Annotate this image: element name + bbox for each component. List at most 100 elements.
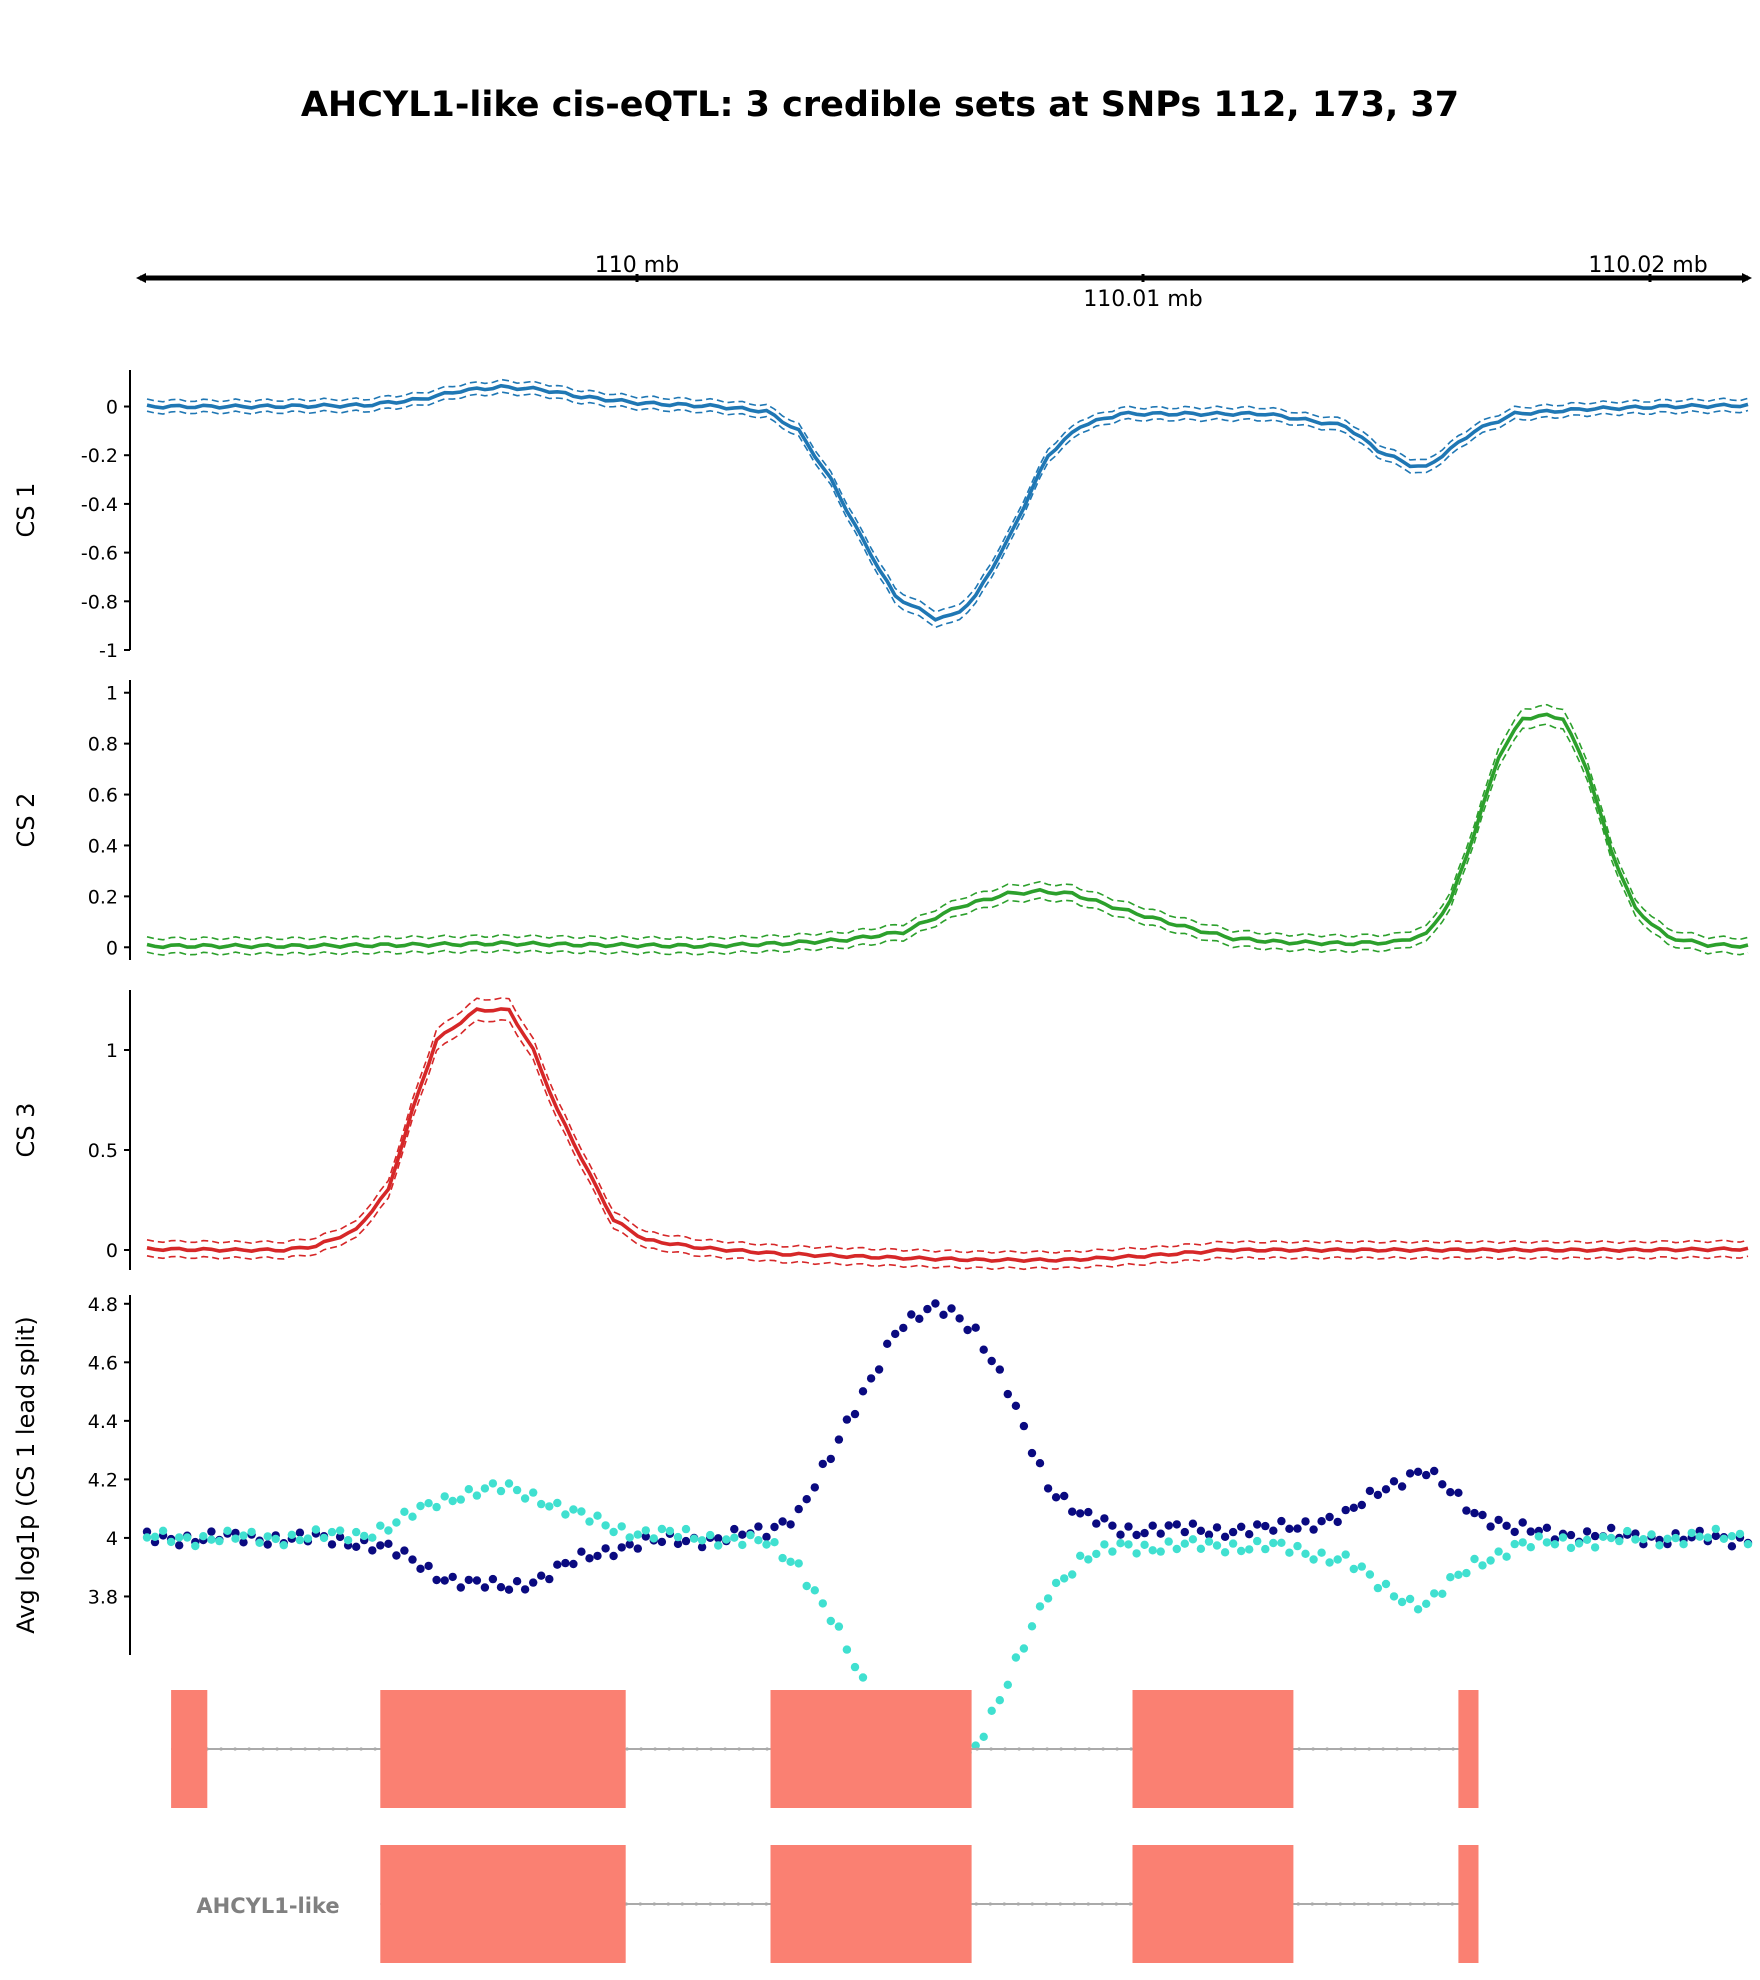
expression-point-light — [1470, 1554, 1479, 1564]
expression-point-light — [327, 1527, 337, 1537]
cs2-ytick-label: 0.6 — [88, 785, 118, 807]
cs2-ytick-label: 0 — [106, 937, 118, 959]
expression-point-light — [1518, 1538, 1527, 1547]
genomic-ruler: 110 mb 110.01 mb 110.02 mb — [136, 253, 1752, 312]
intron-marker — [1381, 1747, 1385, 1751]
expression-point-light — [722, 1535, 731, 1544]
expression-ytick-label: 4.2 — [88, 1469, 118, 1491]
expression-point-dark — [561, 1558, 570, 1568]
expression-point-dark — [424, 1561, 433, 1571]
expression-point-light — [432, 1502, 441, 1512]
expression-point-light — [319, 1533, 329, 1543]
cs2-panel: CS 2 1 0.8 0.6 0.4 0.2 0 — [12, 680, 1749, 960]
expression-point-light — [1043, 1594, 1053, 1603]
expression-ytick-label: 3.8 — [88, 1586, 118, 1608]
expression-point-light — [1180, 1539, 1190, 1548]
expression-point-light — [1285, 1548, 1294, 1557]
expression-point-dark — [1518, 1518, 1527, 1527]
intron-marker — [695, 1747, 699, 1751]
expression-point-light — [1373, 1583, 1383, 1593]
expression-point-light — [738, 1540, 747, 1550]
expression-point-light — [633, 1530, 642, 1539]
intron-marker — [1311, 1747, 1315, 1751]
expression-point-dark — [657, 1537, 667, 1547]
intron-marker — [1031, 1747, 1035, 1751]
expression-point-light — [368, 1533, 377, 1542]
intron-marker — [1059, 1747, 1063, 1751]
expression-point-dark — [1084, 1507, 1093, 1517]
expression-point-dark — [504, 1585, 514, 1594]
expression-point-dark — [1060, 1491, 1069, 1501]
expression-point-light — [247, 1527, 256, 1537]
expression-point-dark — [931, 1299, 940, 1308]
cs2-lines — [146, 703, 1749, 956]
intron-marker — [751, 1747, 755, 1751]
expression-point-light — [1647, 1530, 1656, 1539]
expression-point-light — [496, 1486, 506, 1496]
expression-point-dark — [1365, 1486, 1375, 1496]
intron-marker — [1310, 1902, 1314, 1906]
expression-point-light — [384, 1526, 393, 1535]
intron-marker — [765, 1747, 769, 1751]
expression-point-light — [1027, 1622, 1037, 1631]
intron-marker — [1045, 1747, 1049, 1751]
expression-point-light — [207, 1535, 216, 1544]
expression-point-light — [183, 1533, 192, 1542]
expression-point-light — [577, 1507, 586, 1516]
expression-point-light — [408, 1512, 417, 1521]
expression-point-light — [512, 1485, 522, 1495]
expression-point-light — [1607, 1533, 1616, 1543]
expression-point-dark — [231, 1528, 240, 1538]
expression-point-dark — [545, 1574, 554, 1584]
expression-point-dark — [915, 1314, 924, 1324]
expression-point-light — [1140, 1540, 1149, 1550]
expression-point-light — [1261, 1544, 1270, 1554]
expression-point-dark — [1631, 1529, 1640, 1538]
expression-point-light — [730, 1533, 739, 1542]
cs2-ytick-label: 0.8 — [88, 734, 118, 756]
expression-point-dark — [1003, 1389, 1012, 1399]
chart-title: AHCYL1-like cis-eQTL: 3 credible sets at… — [301, 85, 1459, 125]
expression-point-dark — [971, 1323, 980, 1332]
expression-point-dark — [794, 1504, 803, 1514]
expression-point-dark — [979, 1345, 988, 1354]
expression-point-light — [150, 1532, 160, 1542]
expression-point-dark — [327, 1540, 337, 1549]
expression-point-dark — [1526, 1527, 1536, 1536]
expression-point-light — [1051, 1578, 1061, 1588]
expression-point-light — [625, 1533, 634, 1542]
cs2-ticks: 1 0.8 0.6 0.4 0.2 0 — [88, 683, 130, 959]
expression-point-dark — [1035, 1459, 1045, 1468]
expression-point-light — [553, 1498, 562, 1508]
cs1-lines — [146, 378, 1749, 629]
expression-point-dark — [1317, 1517, 1326, 1526]
intron-marker — [722, 1902, 726, 1906]
expression-point-dark — [1349, 1503, 1359, 1513]
expression-point-light — [1486, 1556, 1495, 1565]
expression-point-light — [311, 1525, 321, 1534]
expression-point-light — [689, 1534, 699, 1543]
expression-point-light — [794, 1559, 803, 1568]
expression-point-light — [376, 1521, 385, 1530]
expression-point-dark — [1590, 1531, 1600, 1541]
intron-marker — [694, 1902, 698, 1906]
ruler-left-arrow — [136, 273, 146, 283]
expression-point-dark — [899, 1323, 908, 1333]
expression-point-dark — [496, 1583, 506, 1592]
expression-point-light — [166, 1537, 176, 1547]
expression-point-dark — [842, 1415, 852, 1424]
expression-point-light — [834, 1622, 844, 1631]
expression-point-light — [601, 1521, 610, 1530]
intron-marker — [1325, 1747, 1329, 1751]
gene-track: AHCYL1-like — [171, 1690, 1479, 1963]
expression-point-dark — [384, 1539, 393, 1549]
expression-point-light — [1655, 1541, 1664, 1550]
expression-point-dark — [376, 1541, 385, 1550]
expression-point-light — [649, 1534, 658, 1543]
expression-point-dark — [1285, 1524, 1294, 1534]
expression-point-dark — [456, 1583, 465, 1592]
expression-point-dark — [1237, 1522, 1246, 1532]
expression-point-light — [1446, 1573, 1455, 1582]
expression-point-light — [1590, 1543, 1600, 1552]
expression-point-light — [569, 1505, 578, 1514]
